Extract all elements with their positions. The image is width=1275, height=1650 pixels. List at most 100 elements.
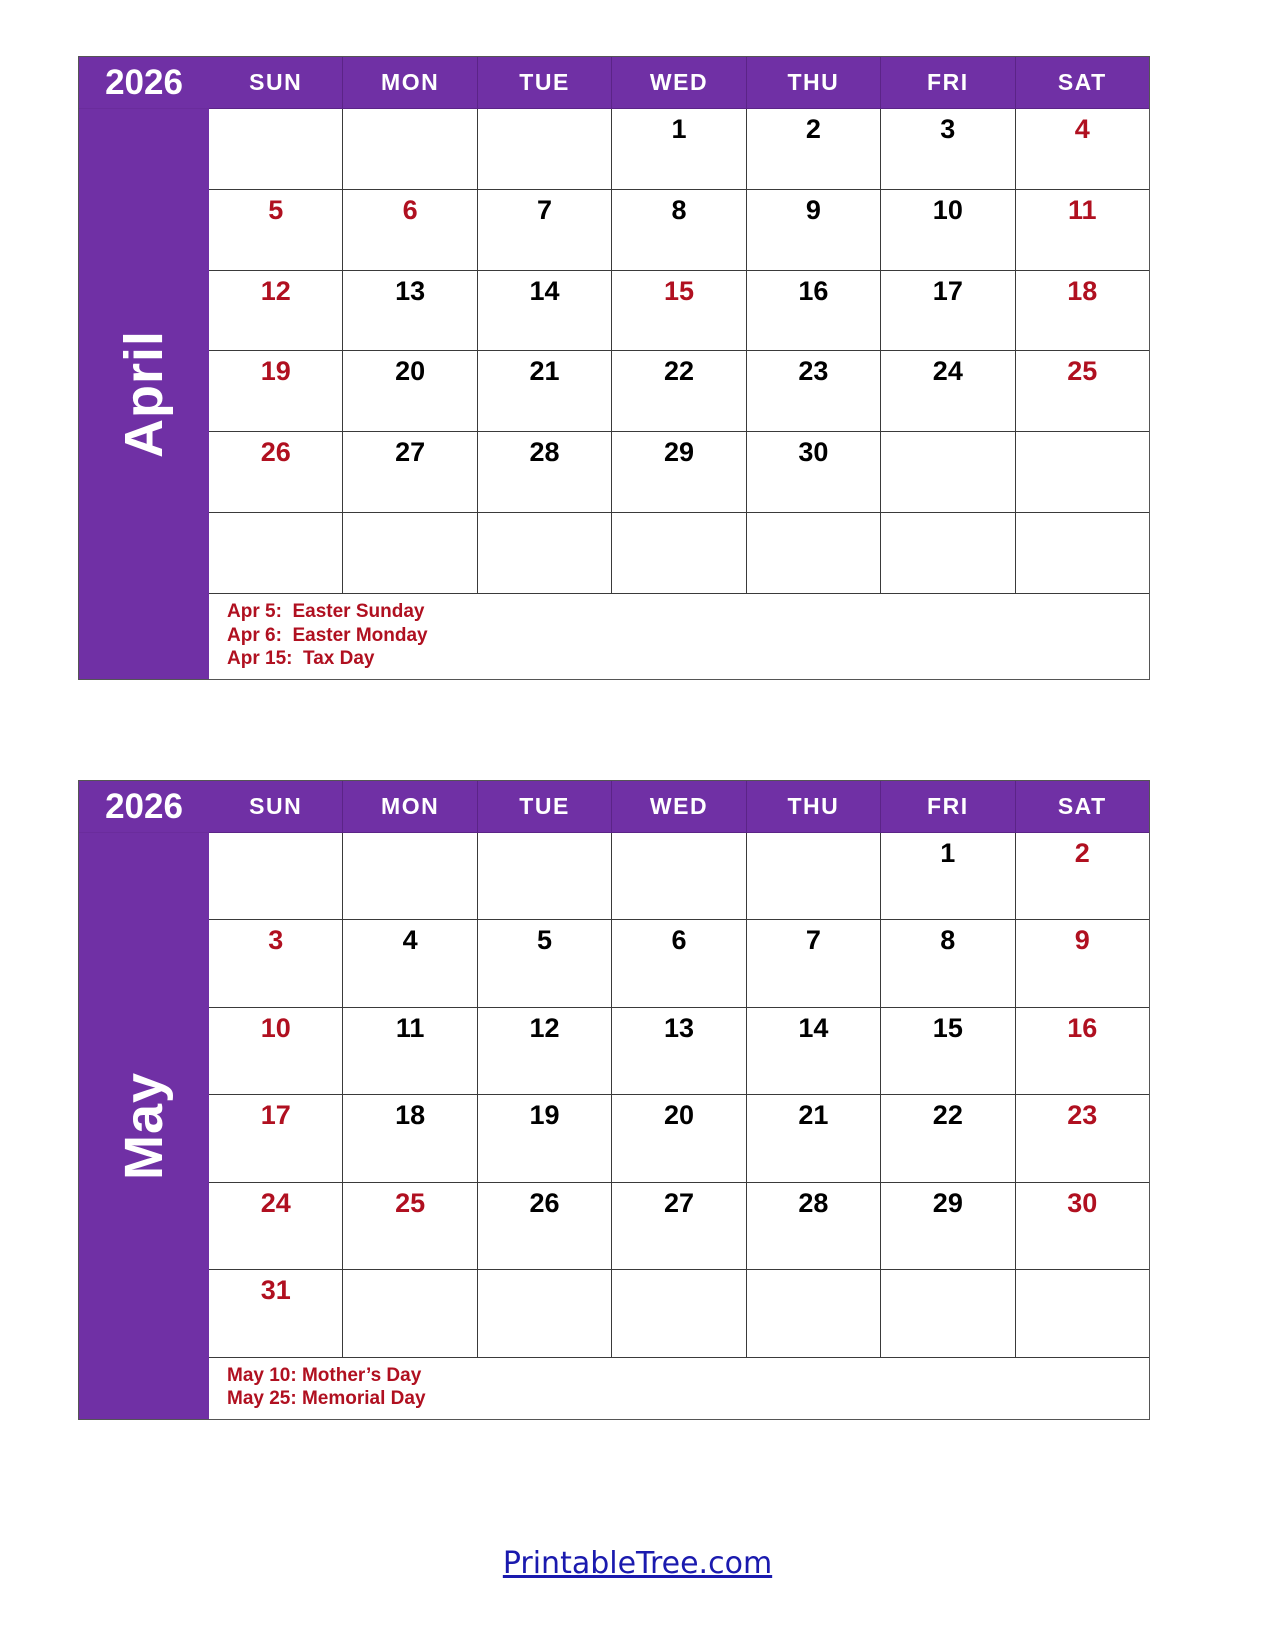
day-cell[interactable]: 6 — [612, 920, 747, 1008]
day-cell[interactable]: 5 — [477, 920, 613, 1008]
day-cell[interactable]: 13 — [343, 270, 478, 352]
day-cell[interactable]: 27 — [343, 432, 478, 513]
day-cell[interactable]: 8 — [881, 920, 1016, 1008]
holiday-note: May 10: Mother’s Day — [227, 1364, 422, 1386]
day-cell[interactable]: 18 — [1015, 271, 1149, 352]
day-cell[interactable]: 15 — [881, 1007, 1016, 1096]
day-cell[interactable]: 25 — [1015, 351, 1149, 433]
day-cell[interactable]: 26 — [477, 1182, 613, 1271]
day-cell[interactable]: 11 — [343, 1007, 478, 1096]
year-label-may: 2026 — [79, 781, 209, 833]
day-cell[interactable] — [343, 833, 478, 921]
day-cell[interactable] — [477, 1270, 613, 1358]
day-cell[interactable] — [881, 512, 1016, 594]
day-cell[interactable]: 19 — [477, 1095, 613, 1183]
day-cell[interactable]: 23 — [1015, 1095, 1149, 1183]
week-row: 1 2 — [209, 833, 1149, 921]
day-cell[interactable] — [343, 512, 478, 594]
day-cell[interactable]: 12 — [209, 270, 344, 352]
weekday-header-tue: TUE — [477, 57, 613, 109]
day-cell[interactable]: 3 — [209, 920, 344, 1008]
day-cell[interactable] — [209, 109, 344, 190]
month-spine-april: 2026 April — [79, 57, 209, 679]
day-cell[interactable]: 19 — [209, 351, 344, 433]
day-cell[interactable] — [343, 1270, 478, 1358]
day-cell[interactable]: 18 — [343, 1095, 478, 1183]
weekday-header-wed: WED — [612, 781, 747, 833]
day-cell[interactable]: 3 — [881, 109, 1016, 190]
day-cell[interactable] — [209, 833, 344, 921]
day-cell[interactable]: 16 — [1015, 1008, 1149, 1096]
day-cell[interactable]: 23 — [746, 351, 882, 433]
day-cell[interactable]: 25 — [343, 1182, 478, 1271]
week-rows-april: 1 2 3 4 5 6 7 8 9 10 11 12 13 14 — [209, 109, 1149, 594]
day-cell[interactable]: 14 — [746, 1007, 882, 1096]
week-row: 24 25 26 27 28 29 30 — [209, 1182, 1149, 1271]
day-cell[interactable] — [612, 1270, 747, 1358]
day-cell[interactable]: 20 — [612, 1095, 747, 1183]
holiday-notes-may: May 10: Mother’s Day May 25: Memorial Da… — [209, 1357, 1149, 1419]
day-cell[interactable]: 22 — [612, 351, 747, 433]
day-cell[interactable] — [746, 512, 882, 594]
printabletree-link[interactable]: PrintableTree.com — [502, 1546, 773, 1581]
day-cell[interactable]: 17 — [209, 1095, 344, 1183]
day-cell[interactable]: 16 — [746, 270, 882, 352]
month-name-label-april: April — [113, 329, 174, 459]
day-cell[interactable]: 30 — [1015, 1183, 1149, 1271]
day-cell[interactable] — [1015, 432, 1149, 513]
year-label-april: 2026 — [79, 57, 209, 109]
day-cell[interactable] — [343, 109, 478, 190]
calendar-grid-may: SUN MON TUE WED THU FRI SAT 1 2 — [209, 781, 1149, 1419]
holiday-note: Apr 5: Easter Sunday — [227, 600, 425, 622]
day-cell[interactable]: 2 — [746, 109, 882, 190]
day-cell[interactable] — [881, 1270, 1016, 1358]
day-cell[interactable]: 1 — [881, 833, 1016, 921]
day-cell[interactable]: 9 — [1015, 920, 1149, 1008]
day-cell[interactable]: 4 — [343, 920, 478, 1008]
day-cell[interactable]: 24 — [209, 1182, 344, 1271]
day-cell[interactable] — [612, 512, 747, 594]
week-row: 19 20 21 22 23 24 25 — [209, 351, 1149, 433]
day-cell[interactable]: 24 — [881, 351, 1016, 433]
day-cell[interactable]: 20 — [343, 351, 478, 433]
day-cell[interactable]: 5 — [209, 189, 344, 271]
day-cell[interactable]: 28 — [746, 1182, 882, 1271]
day-cell[interactable]: 7 — [477, 189, 613, 271]
day-cell[interactable]: 2 — [1015, 833, 1149, 921]
day-cell[interactable]: 26 — [209, 432, 344, 513]
day-cell[interactable]: 28 — [477, 432, 613, 513]
day-cell[interactable]: 10 — [881, 189, 1016, 271]
day-cell[interactable] — [746, 1270, 882, 1358]
day-cell[interactable]: 1 — [612, 109, 747, 190]
day-cell[interactable]: 21 — [477, 351, 613, 433]
day-cell[interactable]: 12 — [477, 1007, 613, 1096]
day-cell[interactable] — [477, 512, 613, 594]
day-cell[interactable]: 21 — [746, 1095, 882, 1183]
day-cell[interactable]: 29 — [881, 1182, 1016, 1271]
day-cell[interactable] — [1015, 1270, 1149, 1358]
weekday-header-tue: TUE — [477, 781, 613, 833]
day-cell[interactable]: 14 — [477, 270, 613, 352]
day-cell[interactable]: 27 — [612, 1182, 747, 1271]
day-cell[interactable]: 17 — [881, 270, 1016, 352]
day-cell[interactable]: 11 — [1015, 190, 1149, 271]
day-cell[interactable]: 13 — [612, 1007, 747, 1096]
day-cell[interactable]: 4 — [1015, 109, 1149, 190]
day-cell[interactable] — [477, 109, 613, 190]
day-cell[interactable]: 9 — [746, 189, 882, 271]
day-cell[interactable]: 30 — [746, 432, 882, 513]
day-cell[interactable]: 29 — [612, 432, 747, 513]
day-cell[interactable] — [209, 512, 344, 594]
day-cell[interactable] — [477, 833, 613, 921]
day-cell[interactable] — [746, 833, 882, 921]
day-cell[interactable]: 8 — [612, 189, 747, 271]
day-cell[interactable]: 22 — [881, 1095, 1016, 1183]
day-cell[interactable]: 7 — [746, 920, 882, 1008]
day-cell[interactable]: 31 — [209, 1270, 344, 1358]
day-cell[interactable] — [1015, 513, 1149, 594]
day-cell[interactable]: 15 — [612, 270, 747, 352]
day-cell[interactable]: 6 — [343, 189, 478, 271]
day-cell[interactable] — [881, 432, 1016, 513]
day-cell[interactable]: 10 — [209, 1007, 344, 1096]
day-cell[interactable] — [612, 833, 747, 921]
